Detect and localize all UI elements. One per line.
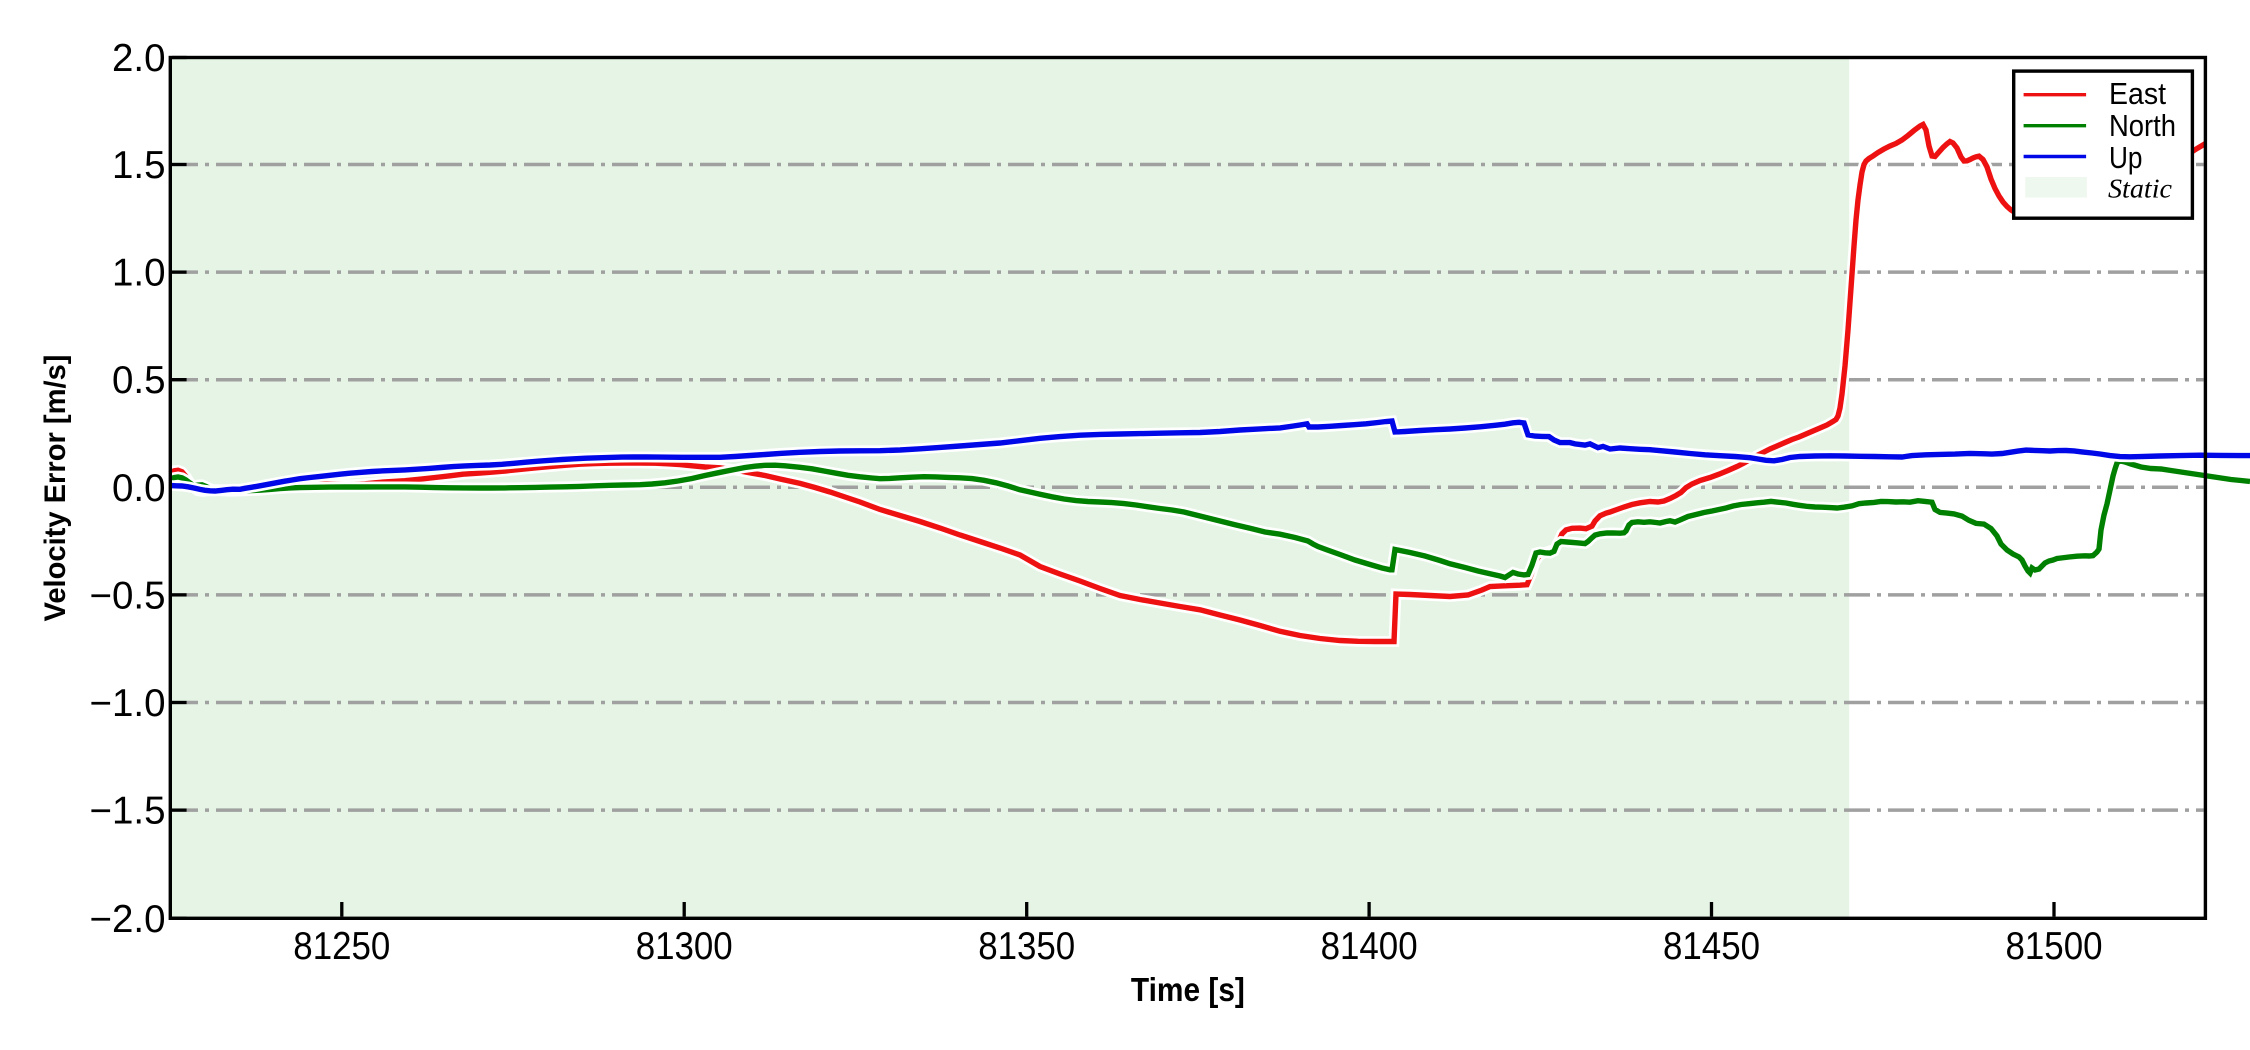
svg-text:−1.0: −1.0 [89, 682, 165, 725]
svg-text:1.0: 1.0 [112, 252, 166, 295]
svg-text:Static: Static [2108, 173, 2172, 204]
svg-text:−0.5: −0.5 [89, 574, 165, 617]
svg-text:1.5: 1.5 [112, 144, 166, 187]
svg-text:81450: 81450 [1663, 925, 1760, 968]
svg-text:−1.5: −1.5 [89, 790, 165, 833]
svg-text:Time [s]: Time [s] [1131, 971, 1245, 1008]
svg-text:Up: Up [2109, 140, 2143, 175]
svg-text:−2.0: −2.0 [89, 898, 165, 941]
svg-text:81250: 81250 [293, 925, 390, 968]
svg-text:81350: 81350 [978, 925, 1075, 968]
svg-text:2.0: 2.0 [112, 37, 166, 80]
svg-text:East: East [2109, 76, 2166, 111]
svg-text:81500: 81500 [2006, 925, 2103, 968]
svg-text:Velocity Error [m/s]: Velocity Error [m/s] [39, 355, 72, 622]
svg-text:81400: 81400 [1321, 925, 1418, 968]
svg-text:81300: 81300 [636, 925, 733, 968]
svg-text:0.5: 0.5 [112, 359, 166, 402]
svg-text:0.0: 0.0 [112, 467, 166, 510]
svg-text:North: North [2109, 108, 2176, 143]
